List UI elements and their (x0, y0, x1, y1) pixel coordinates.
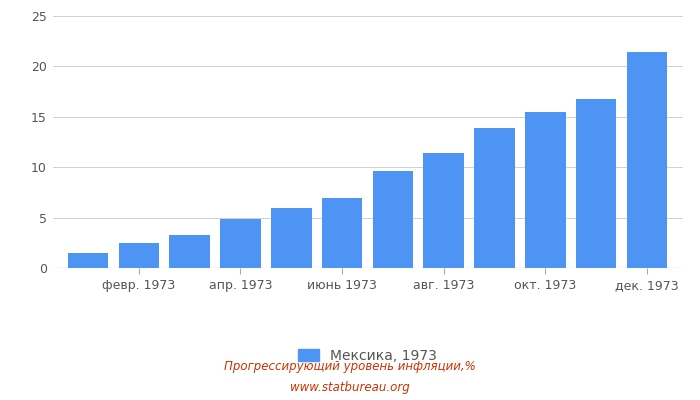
Bar (169, 235, 210, 268)
Bar (68, 253, 108, 268)
Bar (576, 99, 617, 268)
Bar (220, 219, 261, 268)
Bar (118, 243, 159, 268)
Bar (525, 112, 566, 268)
Bar (626, 52, 667, 268)
Bar (322, 198, 363, 268)
Bar (424, 153, 464, 268)
Legend: Мексика, 1973: Мексика, 1973 (294, 344, 441, 367)
Text: www.statbureau.org: www.statbureau.org (290, 381, 410, 394)
Bar (372, 171, 413, 268)
Text: Прогрессирующий уровень инфляции,%: Прогрессирующий уровень инфляции,% (224, 360, 476, 373)
Bar (474, 128, 514, 268)
Bar (271, 208, 312, 268)
